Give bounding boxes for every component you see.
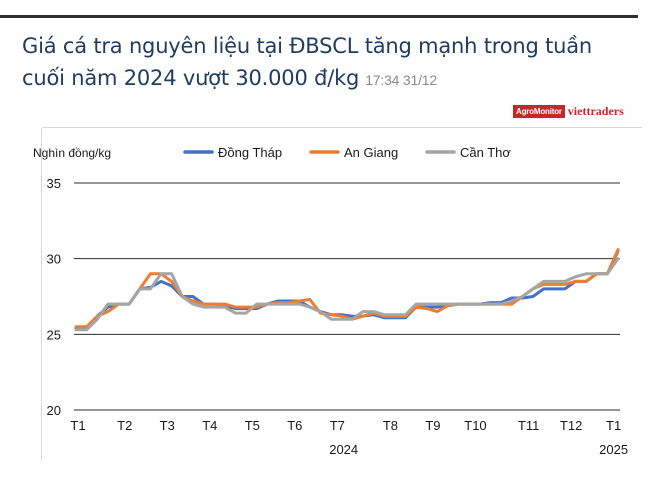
series-lines xyxy=(74,248,620,332)
x-axis-ticks: T1 T2 T3 T4 T5 T6 T7 T8 T9 T10 T11 T12 T1 2024 2025 xyxy=(70,418,628,457)
y-axis-label: Nghìn đồng/kg xyxy=(33,146,111,160)
headline: Giá cá tra nguyên liệu tại ĐBSCL tăng mạ… xyxy=(22,30,637,96)
x-tick-label-8: T9 xyxy=(425,418,440,433)
gridlines xyxy=(74,182,620,411)
legend: Đồng Tháp An Giang Cần Thơ xyxy=(183,145,511,160)
series-line-2 xyxy=(74,257,620,332)
legend-label-2: Cần Thơ xyxy=(460,145,511,160)
y-tick-label-35: 35 xyxy=(47,176,61,191)
x-tick-label-10: T11 xyxy=(518,418,539,433)
x-tick-label-0: T1 xyxy=(70,418,85,433)
x-tick-label-4: T5 xyxy=(245,418,260,433)
x-tick-label-2: T3 xyxy=(160,418,175,433)
x-tick-label-12: T1 xyxy=(606,418,621,433)
y-tick-label-20: 20 xyxy=(47,403,61,418)
x-tick-label-1: T2 xyxy=(117,418,132,433)
headline-text: Giá cá tra nguyên liệu tại ĐBSCL tăng mạ… xyxy=(22,34,593,90)
x-tick-label-7: T8 xyxy=(383,418,398,433)
chart-frame xyxy=(41,127,642,460)
legend-label-0: Đồng Tháp xyxy=(218,145,282,160)
year-label-2024: 2024 xyxy=(329,442,358,457)
x-tick-label-11: T12 xyxy=(560,418,582,433)
series-line-0 xyxy=(74,249,620,330)
y-tick-label-30: 30 xyxy=(47,252,61,267)
legend-label-1: An Giang xyxy=(344,145,398,160)
year-label-2025: 2025 xyxy=(599,442,628,457)
source-logo: AgroMonitor viettraders xyxy=(513,104,624,118)
x-tick-label-6: T7 xyxy=(330,418,345,433)
y-tick-label-25: 25 xyxy=(47,327,61,342)
x-tick-label-9: T10 xyxy=(464,418,486,433)
x-tick-label-5: T6 xyxy=(287,418,302,433)
y-axis-ticks: 20 25 30 35 xyxy=(47,176,61,418)
logo-agromonitor: AgroMonitor xyxy=(513,104,565,118)
x-tick-label-3: T4 xyxy=(202,418,217,433)
top-rule xyxy=(0,15,638,18)
timestamp: 17:34 31/12 xyxy=(365,72,437,88)
logo-viettraders: viettraders xyxy=(567,103,624,118)
